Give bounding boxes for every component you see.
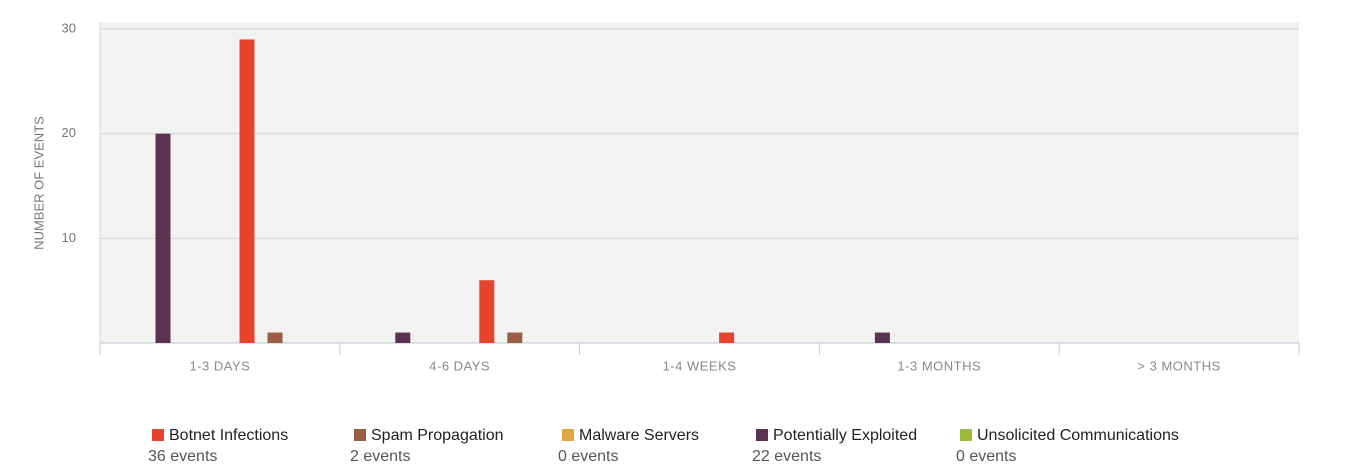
- bar: [719, 332, 735, 343]
- legend-label: Botnet Infections: [169, 427, 288, 444]
- x-tick-label: 1-3 DAYS: [189, 358, 250, 373]
- y-axis-label: NUMBER OF EVENTS: [31, 116, 46, 250]
- y-tick-label: 30: [62, 20, 76, 35]
- x-tick-label: 4-6 DAYS: [429, 358, 490, 373]
- bar: [267, 332, 283, 343]
- legend-label: Unsolicited Communications: [977, 427, 1179, 444]
- y-tick-label: 20: [62, 125, 76, 140]
- bar: [155, 133, 171, 343]
- plot-area: [100, 22, 1299, 343]
- bar: [479, 280, 495, 343]
- legend-count: 36 events: [148, 448, 217, 465]
- bar: [395, 332, 411, 343]
- legend-swatch: [354, 429, 366, 441]
- legend-count: 0 events: [558, 448, 618, 465]
- legend-count: 0 events: [956, 448, 1016, 465]
- y-tick-label: 10: [62, 230, 76, 245]
- legend-label: Potentially Exploited: [773, 427, 917, 444]
- bar: [874, 332, 890, 343]
- legend-swatch: [756, 429, 768, 441]
- legend-swatch: [562, 429, 574, 441]
- legend-swatch: [960, 429, 972, 441]
- x-tick-label: 1-4 WEEKS: [663, 358, 737, 373]
- legend-swatch: [152, 429, 164, 441]
- legend-count: 22 events: [752, 448, 821, 465]
- x-tick-label: 1-3 MONTHS: [897, 358, 981, 373]
- legend-label: Malware Servers: [579, 427, 699, 444]
- legend-label: Spam Propagation: [371, 427, 504, 444]
- x-tick-label: > 3 MONTHS: [1137, 358, 1220, 373]
- legend-count: 2 events: [350, 448, 410, 465]
- bar: [239, 39, 255, 343]
- bar: [507, 332, 523, 343]
